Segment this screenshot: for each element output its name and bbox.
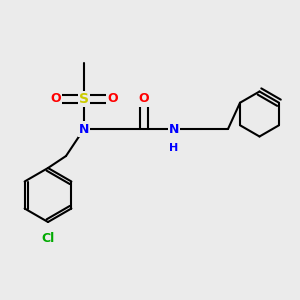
- Text: S: S: [79, 92, 89, 106]
- Text: O: O: [107, 92, 118, 106]
- Text: Cl: Cl: [41, 232, 55, 245]
- Text: N: N: [79, 122, 89, 136]
- Text: O: O: [139, 92, 149, 106]
- Text: N: N: [169, 122, 179, 136]
- Text: H: H: [169, 142, 178, 153]
- Text: O: O: [50, 92, 61, 106]
